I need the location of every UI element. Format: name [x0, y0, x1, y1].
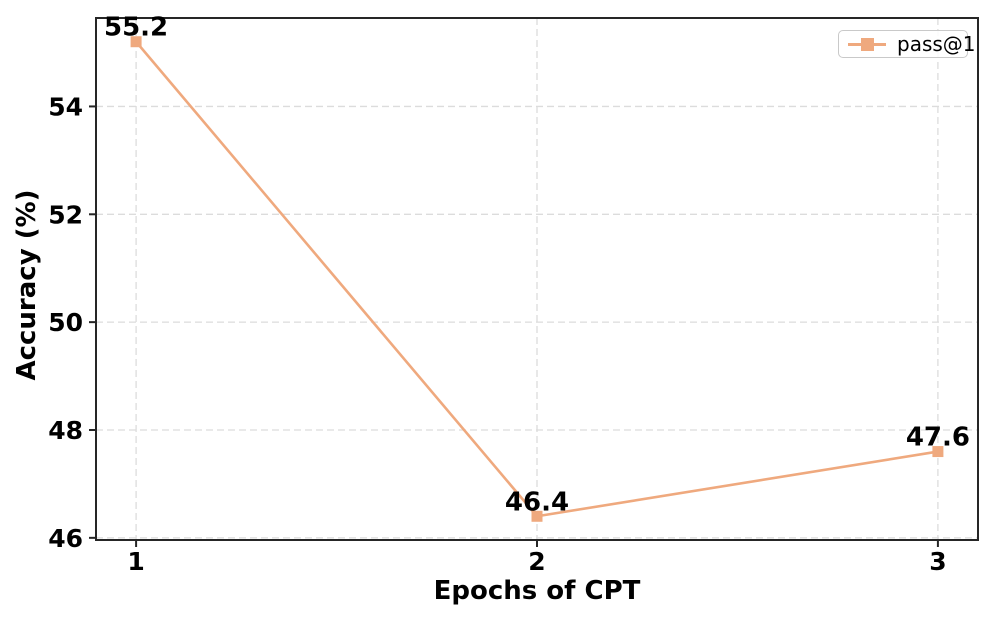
data-point-marker: [130, 36, 142, 48]
legend: pass@1: [838, 30, 976, 58]
y-tick-label: 52: [48, 200, 83, 229]
y-tick-label: 54: [48, 92, 83, 121]
x-tick-label: 1: [127, 547, 144, 576]
data-point-label: 55.2: [104, 13, 168, 43]
x-tick-label: 2: [528, 547, 545, 576]
y-axis-label: Accuracy (%): [12, 189, 42, 381]
y-tick-label: 50: [48, 308, 83, 337]
data-point-label: 46.4: [505, 487, 569, 517]
data-point-marker: [531, 510, 543, 522]
legend-square-swatch: [861, 37, 874, 51]
legend-marker: [848, 37, 886, 51]
data-point-marker: [932, 446, 944, 458]
y-tick-label: 46: [48, 524, 83, 553]
data-point-label: 47.6: [906, 423, 970, 453]
y-tick-label: 48: [48, 416, 83, 445]
legend-label: pass@1: [897, 32, 976, 56]
x-axis-label: Epochs of CPT: [433, 576, 641, 606]
x-tick-label: 3: [929, 547, 946, 576]
